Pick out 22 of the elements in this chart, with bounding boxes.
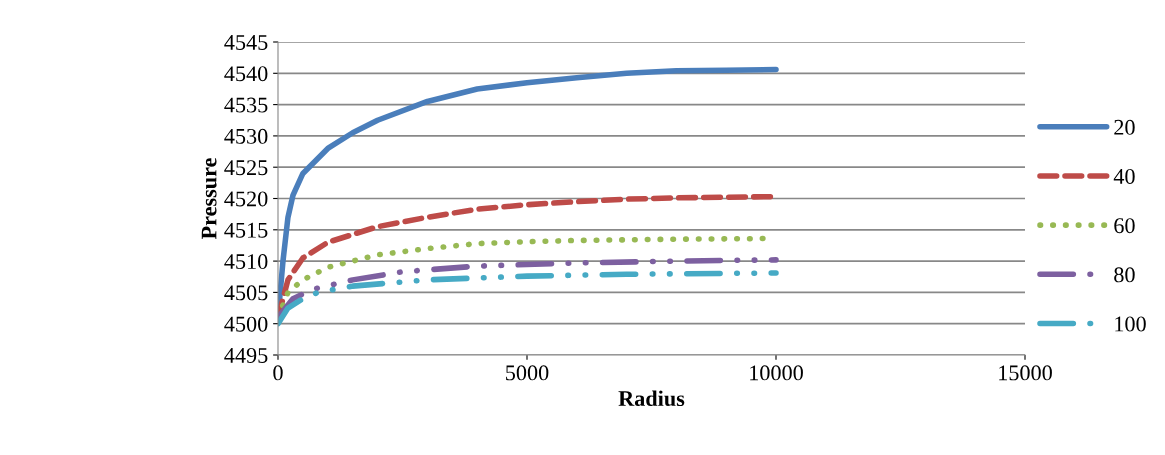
y-tick-label: 4530 bbox=[224, 128, 268, 144]
y-tick-label: 4520 bbox=[224, 191, 268, 207]
x-axis-title: Radius bbox=[618, 390, 685, 407]
y-tick-label: 4535 bbox=[224, 97, 268, 113]
y-tick-label: 4500 bbox=[224, 316, 268, 332]
y-tick-label: 4510 bbox=[224, 254, 268, 270]
legend-label: 20 bbox=[1114, 119, 1135, 135]
y-tick-label: 4525 bbox=[224, 160, 268, 176]
y-tick-label: 4515 bbox=[224, 222, 268, 238]
legend-label: 40 bbox=[1113, 168, 1135, 184]
x-tick-label: 0 bbox=[273, 365, 283, 381]
y-tick-label: 4495 bbox=[224, 347, 268, 363]
legend-label: 80 bbox=[1114, 267, 1135, 283]
y-axis-title: Pressure bbox=[201, 158, 217, 240]
y-tick-label: 4505 bbox=[224, 285, 268, 301]
x-tick-label: 15000 bbox=[999, 365, 1052, 381]
legend-label: 100 bbox=[1115, 316, 1146, 332]
x-tick-label: 10000 bbox=[750, 365, 803, 381]
legend-label: 60 bbox=[1114, 218, 1135, 234]
x-tick-label: 5000 bbox=[506, 365, 549, 381]
y-tick-label: 4540 bbox=[224, 66, 268, 82]
y-tick-label: 4545 bbox=[224, 35, 268, 50]
